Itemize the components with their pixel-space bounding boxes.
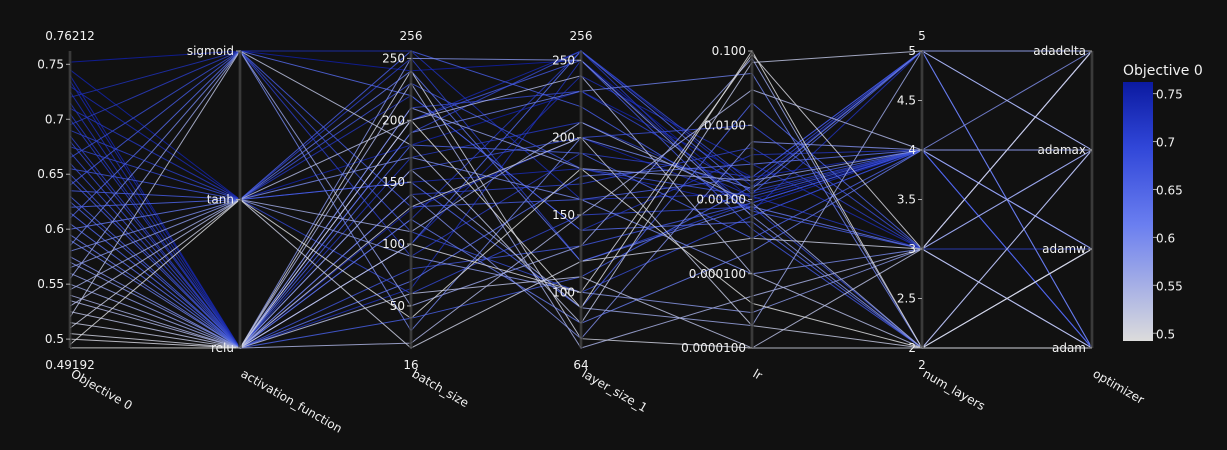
colorbar-tick-label: 0.7 (1156, 136, 1175, 150)
tick-label: 0.6 (45, 222, 64, 236)
tick-label: 0.7 (45, 112, 64, 126)
axis-min-label: 2 (918, 358, 926, 372)
tick-label: 0.0000100 (681, 341, 746, 355)
tick-label: 4.5 (897, 94, 916, 108)
axis-title: lr (751, 366, 765, 382)
tick-label: adamax (1038, 143, 1086, 157)
axis-title: layer_size_1 (580, 366, 650, 415)
tick-label: 100 (382, 237, 405, 251)
tick-label: 0.00100 (696, 193, 746, 207)
tick-label: 250 (552, 53, 575, 67)
tick-label: adamw (1042, 242, 1086, 256)
tick-label: 0.100 (712, 44, 746, 58)
tick-label: 200 (382, 113, 405, 127)
axis-title: num_layers (921, 366, 988, 413)
tick-label: 0.55 (37, 277, 64, 291)
axis-title: batch_size (410, 366, 472, 410)
colorbar-tick-label: 0.75 (1156, 88, 1183, 102)
axis-min-label: 0.49192 (45, 358, 95, 372)
axis-max-label: 5 (918, 29, 926, 43)
tick-label: 150 (382, 175, 405, 189)
tick-label: adadelta (1033, 44, 1086, 58)
axis-max-label: 0.76212 (45, 29, 95, 43)
tick-label: tanh (207, 193, 234, 207)
colorbar-title: Objective 0 (1123, 63, 1203, 79)
axis-min-label: 16 (403, 358, 418, 372)
colorbar: Objective 0 0.75 0.7 0.65 0.6 0.55 0.5 (1123, 63, 1203, 341)
tick-label: adam (1052, 341, 1086, 355)
tick-label: 50 (390, 299, 405, 313)
tick-label: sigmoid (187, 44, 234, 58)
tick-label: 250 (382, 51, 405, 65)
tick-label: 0.0100 (704, 118, 746, 132)
tick-label: 2 (908, 341, 916, 355)
tick-label: 0.000100 (689, 267, 746, 281)
tick-label: 4 (908, 143, 916, 157)
axes-group: 0.5 0.55 0.6 0.65 0.7 0.75 0.76212 0.49192Objec… (37, 29, 1146, 436)
axis-title: activation_function (239, 366, 345, 435)
tick-label: 3.5 (897, 193, 916, 207)
tick-label: 150 (552, 208, 575, 222)
axis-title: Objective 0 (69, 366, 135, 412)
tick-label: 0.75 (37, 57, 64, 71)
colorbar-tick-label: 0.5 (1156, 327, 1175, 341)
tick-label: 2.5 (897, 292, 916, 306)
tick-label: 3 (908, 242, 916, 256)
tick-label: 5 (908, 44, 916, 58)
colorbar-tick-label: 0.6 (1156, 231, 1175, 245)
tick-label: 0.5 (45, 332, 64, 346)
tick-label: 100 (552, 285, 575, 299)
tick-label: relu (211, 341, 234, 355)
colorbar-gradient (1123, 82, 1153, 341)
tick-label: 0.65 (37, 167, 64, 181)
tick-label: 200 (552, 131, 575, 145)
colorbar-tick-label: 0.55 (1156, 279, 1183, 293)
axis-max-label: 256 (570, 29, 593, 43)
colorbar-tick-label: 0.65 (1156, 183, 1183, 197)
axis-max-label: 256 (400, 29, 423, 43)
axis-title: optimizer (1091, 366, 1147, 406)
axis-min-label: 64 (573, 358, 588, 372)
